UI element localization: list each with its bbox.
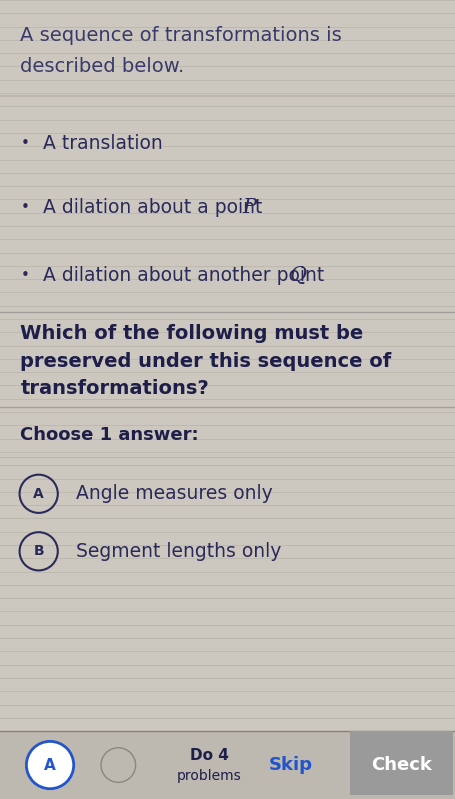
Text: problems: problems xyxy=(177,769,242,783)
Text: Choose 1 answer:: Choose 1 answer: xyxy=(20,427,199,444)
Ellipse shape xyxy=(101,748,136,782)
Text: A dilation about a point: A dilation about a point xyxy=(43,198,268,217)
Text: Q: Q xyxy=(290,266,307,285)
Text: Segment lengths only: Segment lengths only xyxy=(76,542,281,561)
Text: B: B xyxy=(33,544,44,559)
Text: Check: Check xyxy=(371,756,432,774)
Text: •: • xyxy=(20,201,30,215)
Text: A: A xyxy=(33,487,44,501)
Text: •: • xyxy=(20,268,30,283)
Text: Angle measures only: Angle measures only xyxy=(76,484,273,503)
Text: A dilation about another point: A dilation about another point xyxy=(43,266,330,285)
Text: described below.: described below. xyxy=(20,57,185,76)
Text: •: • xyxy=(20,137,30,151)
Ellipse shape xyxy=(26,741,74,789)
Text: A translation: A translation xyxy=(43,134,163,153)
Text: P: P xyxy=(243,198,256,217)
Text: transformations?: transformations? xyxy=(20,379,209,398)
Text: A: A xyxy=(44,757,56,773)
Text: Which of the following must be: Which of the following must be xyxy=(20,324,364,344)
FancyBboxPatch shape xyxy=(0,731,455,799)
Text: A sequence of transformations is: A sequence of transformations is xyxy=(20,26,342,46)
Text: A dilation about a point: A dilation about a point xyxy=(43,198,268,217)
Text: Do 4: Do 4 xyxy=(190,748,229,763)
Text: Skip: Skip xyxy=(269,756,313,774)
Text: preserved under this sequence of: preserved under this sequence of xyxy=(20,352,392,371)
Text: A dilation about another point: A dilation about another point xyxy=(43,266,330,285)
FancyBboxPatch shape xyxy=(350,731,453,795)
